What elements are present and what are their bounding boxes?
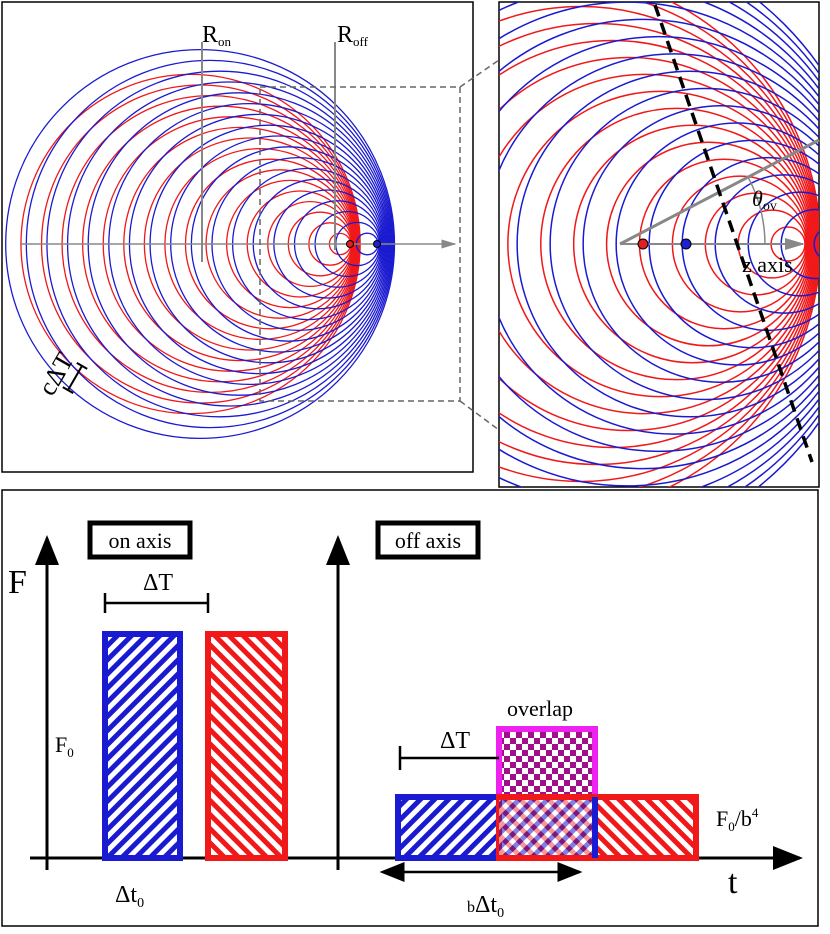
label: 0 (137, 896, 144, 911)
pulse-red (205, 631, 288, 861)
bdt0-label: bΔt0 (467, 892, 504, 921)
source-blue (373, 240, 381, 248)
label: 0 (497, 906, 504, 921)
wavefront (442, 57, 815, 430)
label: ΔT (143, 570, 173, 596)
label: R (337, 22, 353, 48)
source-red (637, 238, 649, 250)
source-red (346, 240, 354, 248)
theta-label: θov (752, 186, 777, 214)
tag-box (375, 520, 481, 560)
wavefront (517, 71, 830, 417)
wavefront (574, 125, 811, 362)
wavefront (541, 108, 812, 379)
label: b (467, 899, 475, 916)
r-off-label: Roff (337, 22, 369, 49)
label: θ (752, 186, 763, 211)
wavefront (385, 2, 830, 486)
zoom-line (459, 59, 500, 88)
label: Δt (115, 882, 137, 908)
tag: on axis (109, 528, 172, 553)
dt0-label: Δt0 (115, 882, 144, 911)
cone-edge (653, 4, 814, 463)
wavefront (814, 227, 830, 262)
overlap-box (496, 726, 598, 800)
wavefront (607, 142, 811, 346)
f0b4-label: F0/b4 (716, 805, 759, 834)
zoom-line (459, 400, 500, 431)
label: overlap (507, 696, 573, 721)
wavefront (550, 88, 830, 399)
label: 0 (67, 745, 74, 760)
angle-arc (747, 176, 766, 245)
overlap-hatch (499, 800, 592, 855)
label: 4 (752, 805, 759, 820)
source-blue (680, 238, 692, 250)
zoom-box (259, 86, 461, 402)
f0-label: F0 (55, 732, 74, 760)
pulse-blue (102, 631, 183, 861)
label: F (716, 806, 728, 831)
label: ov (763, 199, 777, 214)
label: off (353, 34, 369, 49)
label: R (202, 22, 218, 48)
label: /b (735, 806, 752, 831)
axis-label: F (8, 564, 27, 601)
wavefront (451, 37, 830, 452)
r-on-label: Ron (202, 22, 232, 49)
wavefront (409, 40, 816, 447)
wavefront (418, 19, 830, 468)
axis-label: z axis (742, 252, 793, 277)
label: ΔT (440, 728, 470, 754)
wavefront (484, 54, 830, 434)
label: 0 (728, 819, 735, 834)
label: F (55, 732, 67, 757)
wavefront (583, 106, 830, 382)
label: Δt (475, 892, 497, 918)
tag: off axis (395, 528, 461, 553)
wavefront (616, 123, 830, 365)
wavefront (508, 91, 813, 396)
axis-label: t (728, 864, 738, 901)
tag-box (87, 520, 193, 560)
label: on (218, 34, 232, 49)
